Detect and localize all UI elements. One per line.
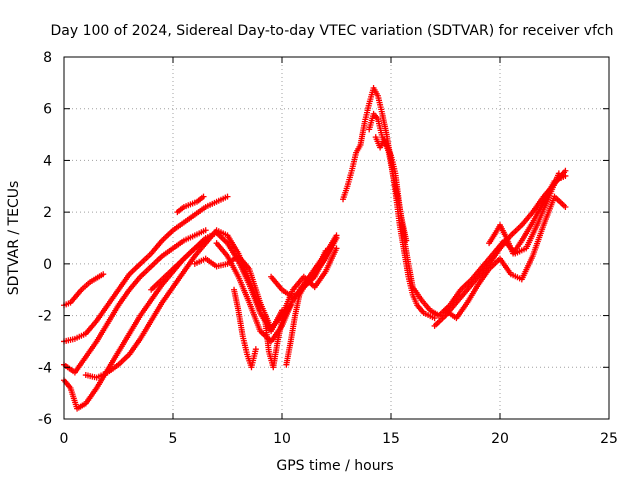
x-tick-label: 5 [169,431,178,447]
data-point-marker [431,315,438,322]
data-point-marker [562,167,569,174]
data-point-marker [562,203,569,210]
data-point-marker [200,193,207,200]
x-tick-label: 0 [60,431,69,447]
axis-ticks [63,56,610,420]
data-points [61,85,569,412]
y-tick-labels: -6 -4 -2 0 2 4 6 8 [38,50,52,428]
x-tick-label: 20 [491,431,509,447]
data-point-marker [555,170,562,177]
grid-lines [64,57,609,419]
x-tick-label: 25 [600,431,618,447]
y-tick-label: 2 [43,205,52,221]
data-point-marker [333,232,340,239]
x-tick-labels: 0 5 10 15 20 25 [60,431,618,447]
data-point-marker [252,346,259,353]
y-tick-label: 0 [43,257,52,273]
data-point-marker [224,193,231,200]
data-point-marker [322,247,329,254]
data-point-marker [287,302,294,309]
y-tick-label: 8 [43,50,52,66]
y-tick-label: 4 [43,153,52,169]
x-tick-label: 10 [273,431,291,447]
y-axis-label: SDTVAR / TECUs [6,181,22,296]
y-tick-label: 6 [43,102,52,118]
data-point-marker [403,237,410,244]
y-tick-label: -2 [38,309,52,325]
y-tick-label: -6 [38,412,52,428]
data-point-marker [202,227,209,234]
x-axis-label: GPS time / hours [276,458,393,474]
data-point-marker [333,245,340,252]
chart-title: Day 100 of 2024, Sidereal Day-to-day VTE… [50,23,613,39]
x-tick-label: 15 [382,431,400,447]
data-point-marker [100,271,107,278]
y-tick-label: -4 [38,360,52,376]
plot-frame [63,56,610,420]
data-point-marker [562,172,569,179]
